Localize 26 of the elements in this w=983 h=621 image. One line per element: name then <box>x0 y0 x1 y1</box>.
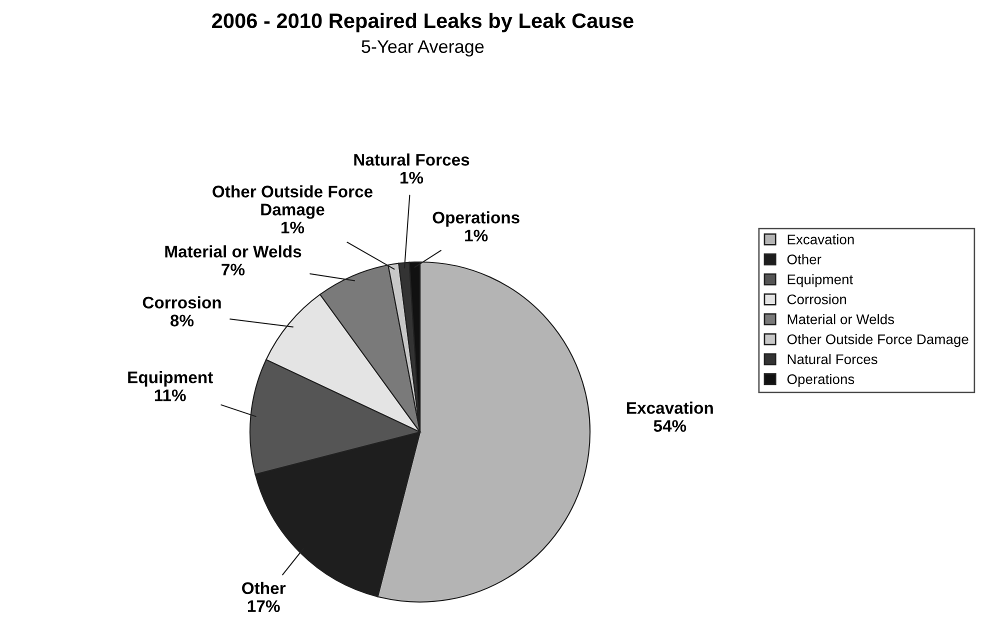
slice-label: Other Outside Force Damage <box>212 185 373 219</box>
slice-label: Other <box>242 582 286 594</box>
legend-label: Operations <box>787 374 854 387</box>
data-label: 11% <box>154 389 186 402</box>
data-label: 1% <box>400 172 424 184</box>
slice-label: Material or Welds <box>165 245 302 258</box>
legend-label: Excavation <box>788 234 854 244</box>
legend-label: Equipment <box>788 274 854 288</box>
legend-label: Corrosion <box>787 294 846 304</box>
chart-subtitle: 5-Year Average <box>362 40 484 57</box>
data-label: 1% <box>465 230 488 242</box>
chart-title: 2006 - 2010 Repaired Leaks by Leak Cause <box>212 12 634 32</box>
data-label: 1% <box>282 222 304 234</box>
legend-label: Material or Welds <box>788 314 894 324</box>
legend-label: Other <box>787 254 822 264</box>
slice-label: Equipment <box>128 371 213 387</box>
slice-label: Operations <box>432 211 520 227</box>
data-label: 8% <box>170 314 194 326</box>
data-label: 7% <box>222 264 245 276</box>
slice-label: Corrosion <box>142 296 221 308</box>
slice-label: Excavation <box>627 402 713 414</box>
data-label: 17% <box>248 600 280 612</box>
slice-label: Natural Forces <box>354 153 470 166</box>
data-label: 54% <box>654 420 686 432</box>
legend-label: Natural Forces <box>788 354 878 364</box>
legend-label: Other Outside Force Damage <box>787 334 968 347</box>
